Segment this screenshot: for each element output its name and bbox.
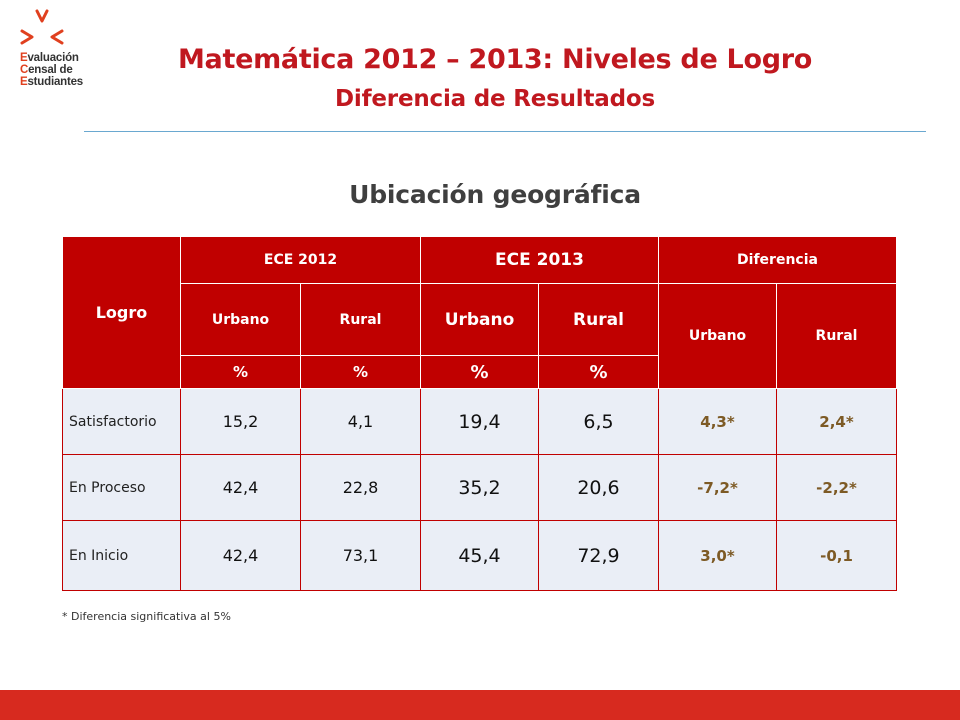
header-divider (84, 131, 926, 132)
header-2012-urbano-unit: % (180, 355, 301, 389)
cell-2012-urbano: 42,4 (180, 454, 301, 521)
header-logro: Logro (62, 236, 181, 389)
header-ece-2013: ECE 2013 (420, 236, 659, 284)
header-2013-rural-unit: % (538, 355, 659, 389)
table-row-satisfactorio: Satisfactorio 15,2 4,1 19,4 6,5 4,3* 2,4… (62, 388, 898, 455)
cell-2013-urbano: 19,4 (420, 388, 539, 455)
footnote: * Diferencia significativa al 5% (62, 610, 231, 623)
table-row-en-inicio: En Inicio 42,4 73,1 45,4 72,9 3,0* -0,1 (62, 520, 898, 591)
cell-dif-rural: -0,1 (775, 520, 898, 591)
header-2012-rural-unit: % (300, 355, 421, 389)
header-ece-2012: ECE 2012 (180, 236, 421, 284)
results-table: Logro ECE 2012 ECE 2013 Diferencia Urban… (62, 236, 898, 591)
cell-2013-rural: 6,5 (538, 388, 659, 455)
cell-2013-urbano: 45,4 (420, 520, 539, 591)
header-2012-rural: Rural (300, 283, 421, 356)
cell-2012-rural: 73,1 (300, 520, 421, 591)
table-row-en-proceso: En Proceso 42,4 22,8 35,2 20,6 -7,2* -2,… (62, 454, 898, 521)
row-label: En Proceso (62, 454, 181, 521)
section-title: Ubicación geográfica (349, 180, 641, 209)
header-2013-rural: Rural (538, 283, 659, 356)
cell-2012-urbano: 42,4 (180, 520, 301, 591)
ece-logo-mark-icon (20, 9, 64, 45)
cell-2013-rural: 72,9 (538, 520, 659, 591)
page-title: Matemática 2012 – 2013: Niveles de Logro (177, 44, 813, 75)
row-label: En Inicio (62, 520, 181, 591)
cell-dif-urbano: 3,0* (658, 520, 777, 591)
header-2012-urbano: Urbano (180, 283, 301, 356)
header-dif-urbano: Urbano (658, 283, 777, 389)
cell-dif-urbano: 4,3* (658, 388, 777, 455)
cell-2013-urbano: 35,2 (420, 454, 539, 521)
page-subtitle: Diferencia de Resultados (335, 86, 655, 112)
header-2013-urbano: Urbano (420, 283, 539, 356)
header-dif-rural: Rural (775, 283, 898, 389)
cell-dif-urbano: -7,2* (658, 454, 777, 521)
cell-dif-rural: -2,2* (775, 454, 898, 521)
cell-dif-rural: 2,4* (775, 388, 898, 455)
cell-2012-urbano: 15,2 (180, 388, 301, 455)
header-2013-urbano-unit: % (420, 355, 539, 389)
cell-2013-rural: 20,6 (538, 454, 659, 521)
ece-logo: Evaluación Censal de Estudiantes (18, 8, 98, 98)
cell-2012-rural: 22,8 (300, 454, 421, 521)
footer-bar (0, 690, 960, 720)
row-label: Satisfactorio (62, 388, 181, 455)
ece-logo-text: Evaluación Censal de Estudiantes (20, 52, 83, 88)
cell-2012-rural: 4,1 (300, 388, 421, 455)
header-diferencia: Diferencia (657, 236, 898, 284)
